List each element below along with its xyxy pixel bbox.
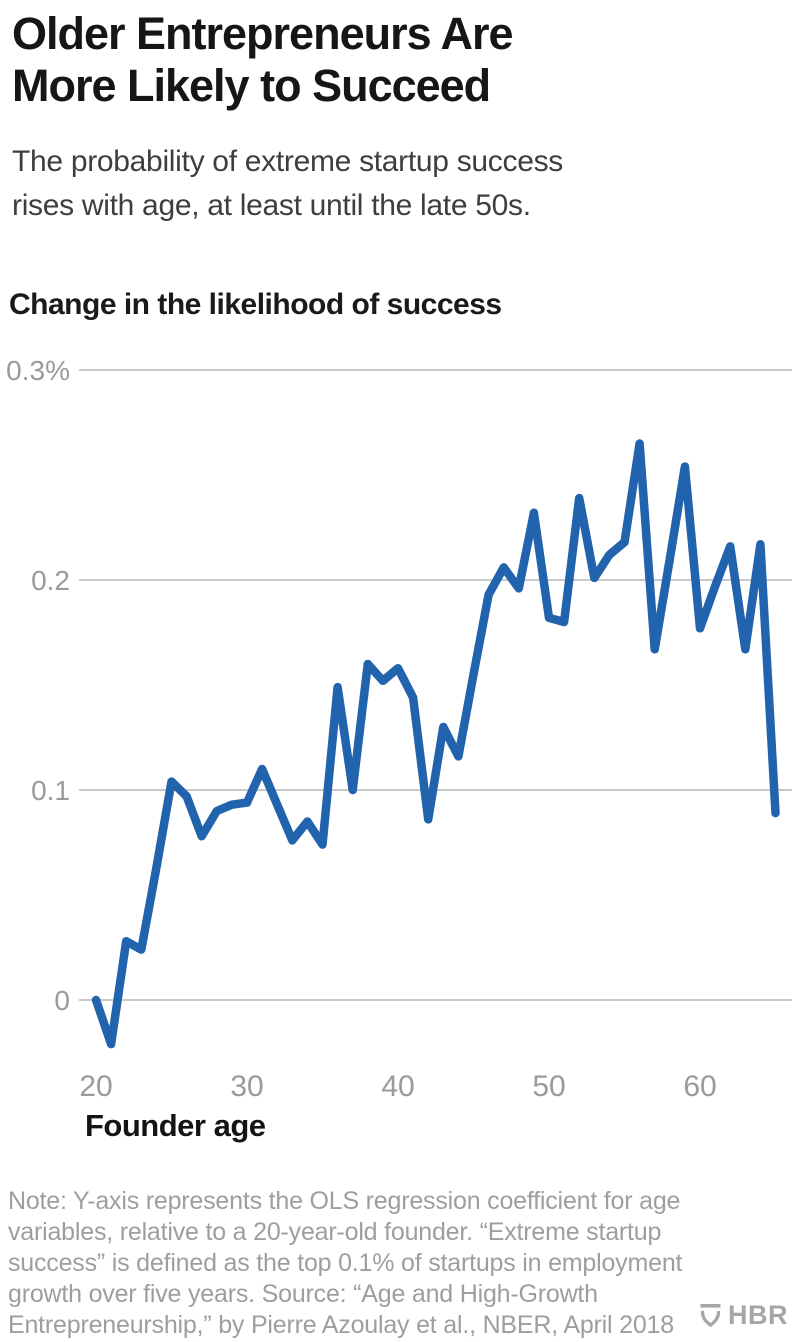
axis-labels-layer: 0.3% 0.2 0.1 0 20 30 40 50 60 [6, 355, 717, 1103]
chart-title: Change in the likelihood of success [9, 288, 502, 321]
y-tick-label: 0.2 [31, 565, 70, 596]
footnote-line-3: success” is defined as the top 0.1% of s… [8, 1249, 683, 1277]
subtitle-line-2: rises with age, at least until the late … [12, 189, 531, 222]
hbr-shield-icon [700, 1303, 721, 1327]
page-title: Older Entrepreneurs Are More Likely to S… [12, 8, 772, 112]
y-tick-label: 0.1 [31, 775, 70, 806]
data-series-layer [91, 439, 780, 1049]
x-axis-title: Founder age [85, 1108, 266, 1143]
line-chart: 0.3% 0.2 0.1 0 20 30 40 50 60 Founder age [6, 355, 792, 1143]
footnote: Note: Y-axis represents the OLS regressi… [8, 1186, 788, 1341]
page-title-line-1: Older Entrepreneurs Are [12, 8, 514, 59]
success-likelihood-line [91, 439, 780, 1049]
footnote-line-1: Note: Y-axis represents the OLS regressi… [8, 1187, 681, 1215]
y-tick-label: 0.3% [6, 355, 70, 386]
x-tick-label: 30 [230, 1070, 263, 1103]
footnote-line-4: growth over five years. Source: “Age and… [8, 1280, 598, 1308]
x-tick-label: 60 [683, 1070, 716, 1103]
footnote-line-2: variables, relative to a 20-year-old fou… [8, 1218, 662, 1246]
hbr-logo-text: HBR [728, 1300, 788, 1330]
y-tick-label: 0 [54, 985, 70, 1016]
subtitle: The probability of extreme startup succe… [12, 140, 772, 228]
x-tick-label: 20 [79, 1070, 112, 1103]
x-tick-label: 40 [381, 1070, 414, 1103]
subtitle-line-1: The probability of extreme startup succe… [12, 145, 563, 178]
hbr-logo: HBR [699, 1300, 788, 1331]
page-title-line-2: More Likely to Succeed [12, 60, 491, 111]
x-tick-label: 50 [532, 1070, 565, 1103]
footnote-line-5: Entrepreneurship,” by Pierre Azoulay et … [8, 1311, 674, 1339]
